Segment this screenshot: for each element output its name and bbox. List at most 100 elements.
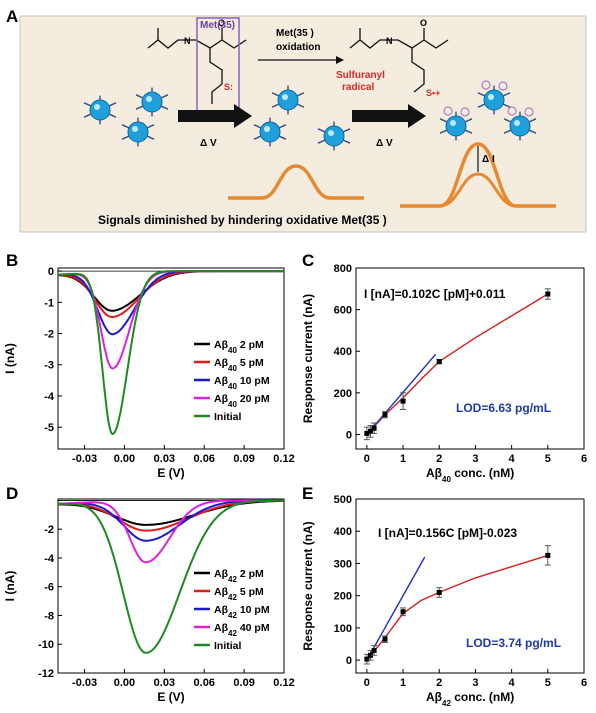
legend-label-sub: 40 xyxy=(228,346,237,355)
nanoparticle-group xyxy=(83,80,537,151)
legend-label-main: Aβ xyxy=(214,375,229,387)
plot-frame xyxy=(57,267,285,450)
attached-peptide-loop xyxy=(460,107,470,117)
legend-label-main: Aβ xyxy=(214,568,229,580)
legend-label-rest: 2 pM xyxy=(237,568,264,580)
nanoparticle-highlight xyxy=(264,126,270,132)
nanoparticle-sphere xyxy=(89,99,111,121)
x-tick-label: -0.03 xyxy=(72,677,97,689)
radical-label-line1: Sulfuranyl xyxy=(336,70,385,81)
x-tick-label: 0 xyxy=(364,453,370,465)
nanoparticle-sphere xyxy=(323,125,345,147)
nonlinear-fit-curve xyxy=(366,554,549,661)
schematic-background xyxy=(19,15,587,233)
legend-label-sub: 42 xyxy=(228,593,237,602)
data-point xyxy=(382,412,388,418)
x-tick-label: 4 xyxy=(509,677,516,689)
legend-label-rest: 10 pM xyxy=(237,375,270,387)
nanoparticle-highlight xyxy=(488,94,494,100)
legend-label-sub: 42 xyxy=(228,575,237,584)
linear-fit-line xyxy=(366,353,437,435)
lod-label: LOD=3.74 pg/mL xyxy=(466,636,561,650)
panel-letter: E xyxy=(302,484,313,503)
legend-label-sub: 40 xyxy=(228,364,237,373)
x-tick-label: 2 xyxy=(436,677,442,689)
radical-label-line2: radical xyxy=(342,82,374,93)
y-tick-label: -4 xyxy=(44,553,55,565)
x-axis-title: Aβ42 conc. (nM) xyxy=(426,690,514,708)
nh-label-2: N xyxy=(386,36,393,46)
panel-letter: C xyxy=(302,251,314,270)
legend-label: Aβ40 2 pM xyxy=(214,339,264,355)
legend-label-main: Aβ xyxy=(214,586,229,598)
legend-label-sub: 42 xyxy=(228,629,237,638)
legend-label: Aβ42 2 pM xyxy=(214,568,264,584)
nanoparticle-sphere xyxy=(277,89,299,111)
legend-label-rest: 20 pM xyxy=(237,393,270,405)
oxidized-molecule xyxy=(349,28,449,93)
x-axis-title: E (V) xyxy=(157,466,184,480)
data-point xyxy=(436,359,442,365)
panel-a-letter: A xyxy=(6,7,18,26)
sulfur-label: S: xyxy=(224,82,233,92)
oxidation-label-line2: oxidation xyxy=(276,42,320,53)
legend-label-main: Initial xyxy=(214,411,242,423)
linear-fit-line xyxy=(366,556,426,661)
y-tick-label: -2 xyxy=(44,329,54,341)
data-point xyxy=(545,552,551,558)
legend-label-rest: 40 pM xyxy=(237,622,270,634)
y-tick-label: -2 xyxy=(44,524,54,536)
legend-label-main: Aβ xyxy=(214,339,229,351)
delta-i-label: Δ I xyxy=(482,154,495,165)
y-tick-label: 0 xyxy=(346,429,352,441)
x-tick-label: 6 xyxy=(581,453,587,465)
x-axis-title-sub: 40 xyxy=(442,475,451,484)
attached-peptide-loop xyxy=(507,106,517,116)
legend-label-rest: 10 pM xyxy=(237,604,270,616)
met35-box-label: Met(35) xyxy=(200,20,235,31)
voltage-label-1: Δ V xyxy=(200,138,217,149)
nanoparticle-sphere xyxy=(483,89,505,111)
y-tick-label: 100 xyxy=(334,623,352,635)
data-point xyxy=(545,291,551,297)
radical-symbol: S•+ xyxy=(426,88,440,98)
x-tick-label: 6 xyxy=(581,677,587,689)
legend-label-sub: 40 xyxy=(228,400,237,409)
series-curve xyxy=(57,270,284,436)
legend-label-main: Aβ xyxy=(214,357,229,369)
legend-label-sub: 40 xyxy=(228,382,237,391)
data-point xyxy=(400,609,406,615)
data-point xyxy=(367,428,373,434)
attached-peptide-loop xyxy=(481,80,491,90)
y-axis-title: I (nA) xyxy=(3,571,17,602)
x-tick-label: 0.00 xyxy=(114,677,135,689)
legend-label-main: Aβ xyxy=(214,604,229,616)
legend-label: Initial xyxy=(214,411,242,423)
plot-frame xyxy=(355,267,585,450)
x-axis-title-rest: conc. (nM) xyxy=(451,690,514,704)
voltage-arrow-1 xyxy=(178,104,252,128)
y-tick-label: 200 xyxy=(334,591,352,603)
legend-label-rest: 5 pM xyxy=(237,586,264,598)
panel-letter: D xyxy=(6,484,18,503)
nanoparticle-sphere xyxy=(445,115,467,137)
y-tick-label: -10 xyxy=(38,639,54,651)
nanoparticle-sphere xyxy=(509,115,531,137)
series-curve xyxy=(58,270,284,336)
legend-label-main: Initial xyxy=(214,640,242,652)
y-axis-title: Response current (nA) xyxy=(301,521,315,650)
x-tick-label: 0.12 xyxy=(273,453,294,465)
legend-label: Aβ42 10 pM xyxy=(214,604,270,620)
lod-label: LOD=6.63 pg/mL xyxy=(456,401,551,415)
legend-label: Initial xyxy=(214,640,242,652)
y-tick-label: -8 xyxy=(44,610,54,622)
legend-label-rest: 5 pM xyxy=(237,357,264,369)
y-tick-label: -5 xyxy=(44,422,54,434)
data-point xyxy=(382,636,388,642)
nh-label-1: N xyxy=(184,36,191,46)
y-tick-label: 0 xyxy=(346,655,352,667)
x-tick-label: 2 xyxy=(436,453,442,465)
legend-label-rest: 2 pM xyxy=(237,339,264,351)
legend-label: Aβ42 5 pM xyxy=(214,586,264,602)
x-tick-label: 5 xyxy=(545,677,551,689)
